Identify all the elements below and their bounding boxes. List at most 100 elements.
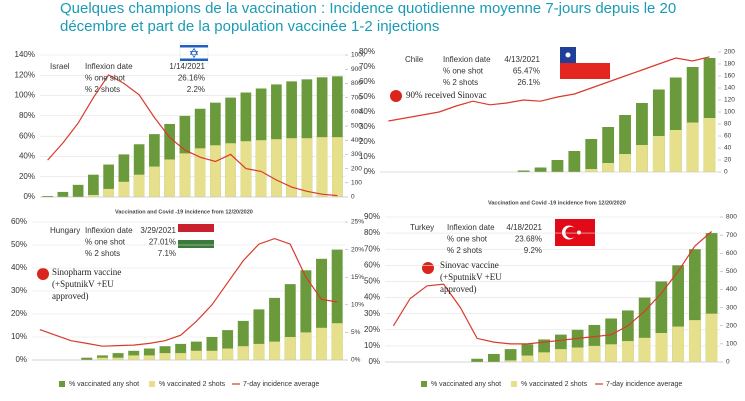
note: approved) [440, 284, 476, 294]
info-label: % 2 shots [443, 78, 478, 87]
bar [655, 281, 668, 362]
bar [636, 103, 648, 172]
bar [237, 346, 249, 360]
bar [521, 355, 534, 362]
note: Sinovac vaccine [440, 260, 499, 270]
y2-tick-label: 25% [351, 219, 364, 226]
bar [636, 145, 648, 172]
bar [588, 324, 601, 362]
bar [331, 323, 343, 360]
icon [390, 90, 402, 102]
bar [488, 353, 500, 362]
y-tick-label: 80% [19, 111, 35, 120]
info-value: 26.16% [178, 74, 205, 83]
y2-tick-label: 700 [726, 232, 737, 239]
bar [103, 188, 114, 197]
bar [149, 134, 160, 197]
y-tick-label: 50% [364, 277, 380, 286]
bar [571, 329, 584, 362]
y-tick-label: 60% [19, 131, 35, 140]
y2-tick-label: 200 [351, 165, 362, 172]
bar [194, 148, 206, 197]
bar [284, 284, 296, 360]
bar [133, 144, 145, 197]
note: 90% received Sinovac [406, 90, 486, 100]
legend-swatch [149, 381, 155, 387]
note: (+SputnikV +EU [440, 272, 502, 282]
y-tick-label: 30% [11, 286, 27, 295]
y-tick-label: 60% [11, 217, 27, 226]
bar [301, 138, 313, 197]
y2-tick-label: 700 [351, 94, 362, 101]
bar [237, 320, 249, 360]
y-tick-label: 120% [15, 70, 35, 79]
bar [602, 163, 615, 172]
bar [222, 348, 234, 360]
y2-tick-label: 400 [726, 286, 737, 293]
y-tick-label: 20% [11, 309, 27, 318]
bar [538, 339, 550, 362]
bar [118, 154, 130, 197]
info-value: 27.01% [149, 238, 176, 247]
bar [206, 337, 218, 360]
bar [622, 341, 634, 362]
info-label: % one shot [85, 238, 126, 247]
y2-tick-label: 300 [351, 151, 362, 158]
y-tick-label: 30% [359, 122, 375, 131]
bar [143, 348, 155, 360]
y2-tick-label: 200 [724, 49, 735, 56]
bar [190, 350, 202, 360]
y-tick-label: 80% [364, 228, 380, 237]
bar [222, 330, 234, 360]
bar [149, 166, 160, 197]
y-tick-label: 40% [359, 107, 375, 116]
incidence-line [388, 56, 710, 122]
y2-tick-label: 160 [724, 73, 735, 80]
y-tick-label: 20% [364, 325, 380, 334]
y2-tick-label: 40 [724, 145, 732, 152]
info-value: 23.68% [515, 235, 542, 244]
y-tick-label: 140% [15, 50, 35, 59]
bar [705, 233, 718, 362]
y2-tick-label: 180 [724, 61, 735, 68]
legend-swatch [59, 381, 65, 387]
bar [179, 153, 191, 197]
info-value: 26.1% [517, 78, 540, 87]
y-tick-label: 0% [23, 192, 35, 201]
bar [521, 344, 534, 362]
title: décembre et part de la population vaccin… [60, 18, 439, 35]
bar [253, 343, 265, 360]
y2-tick-label: 200 [726, 322, 737, 329]
bar [517, 170, 530, 172]
info-value: 2.2% [187, 85, 205, 94]
bar [655, 333, 668, 362]
legend-swatch [421, 381, 427, 387]
bar [316, 137, 328, 197]
flag-turkey [555, 219, 595, 246]
y2-tick-label: 1000 [351, 52, 366, 59]
bar [118, 181, 130, 197]
bar [96, 357, 108, 360]
bar [286, 138, 297, 197]
bar [703, 58, 716, 172]
bar [175, 343, 187, 360]
legend-label: % vaccinated any shot [69, 381, 139, 388]
bar [42, 195, 53, 197]
info-value: 7.1% [158, 249, 176, 258]
y2-tick-label: 500 [351, 123, 362, 130]
y-tick-label: 80% [359, 47, 375, 56]
bar [504, 349, 517, 362]
bar [133, 174, 145, 197]
bar [622, 310, 634, 362]
bar [128, 355, 140, 360]
info-label: Inflexion date [447, 223, 495, 232]
flag-hungary [178, 224, 214, 248]
bar [588, 345, 601, 362]
info-value: 4/13/2021 [504, 55, 540, 64]
bar [686, 122, 699, 172]
incidence-line [47, 74, 338, 197]
bar [88, 194, 99, 197]
y-tick-label: 70% [364, 244, 380, 253]
country: Israel [50, 62, 70, 71]
